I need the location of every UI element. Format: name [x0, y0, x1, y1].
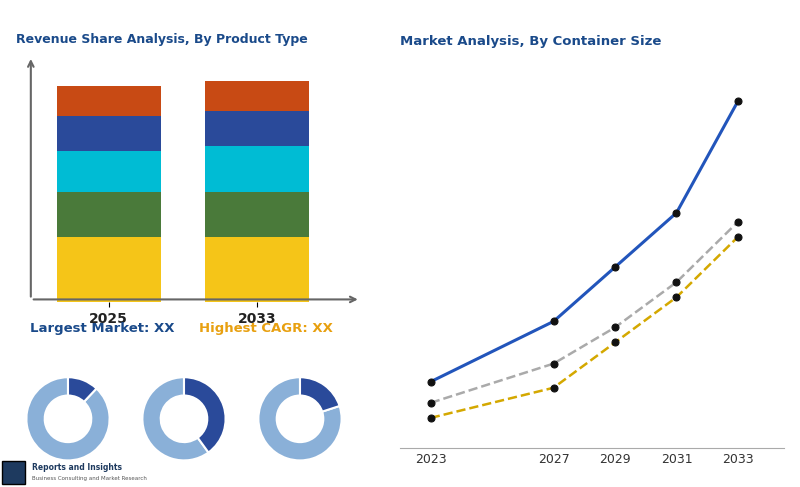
Text: Reports and Insights: Reports and Insights: [32, 463, 122, 471]
Bar: [57, 116, 161, 151]
Text: Highest CAGR: XX: Highest CAGR: XX: [199, 322, 333, 335]
FancyBboxPatch shape: [2, 461, 25, 484]
Bar: [205, 237, 309, 302]
Wedge shape: [142, 377, 209, 460]
Bar: [57, 191, 161, 237]
Wedge shape: [184, 377, 226, 452]
Bar: [205, 147, 309, 191]
Text: Market Analysis, By Container Size: Market Analysis, By Container Size: [400, 35, 662, 48]
Bar: [57, 237, 161, 302]
Bar: [57, 86, 161, 116]
Bar: [205, 112, 309, 147]
Text: Business Consulting and Market Research: Business Consulting and Market Research: [32, 476, 146, 481]
Bar: [57, 151, 161, 191]
Text: GLOBAL FEEDER CONTAINER MARKET SEGMENT ANALYSIS: GLOBAL FEEDER CONTAINER MARKET SEGMENT A…: [12, 16, 533, 31]
Text: Revenue Share Analysis, By Product Type: Revenue Share Analysis, By Product Type: [16, 33, 308, 46]
Wedge shape: [26, 377, 110, 460]
Wedge shape: [68, 377, 97, 402]
Bar: [205, 81, 309, 112]
Bar: [205, 191, 309, 237]
Wedge shape: [258, 377, 342, 460]
Text: Largest Market: XX: Largest Market: XX: [30, 322, 174, 335]
Wedge shape: [300, 377, 339, 412]
